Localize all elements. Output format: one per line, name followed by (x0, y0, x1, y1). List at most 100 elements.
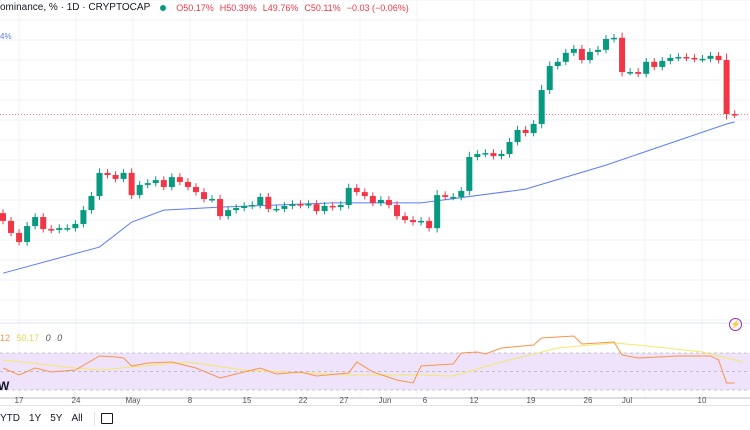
candle-body (112, 175, 119, 179)
candle-body (225, 210, 232, 217)
range-all-button[interactable]: All (71, 413, 83, 424)
candle-body (418, 220, 425, 223)
candle-body (241, 205, 248, 209)
candle-body (707, 55, 714, 59)
ohlc-low: L49.76% (262, 2, 299, 13)
candle-body (611, 37, 618, 40)
tradingview-watermark: W (0, 379, 10, 393)
candle-body (586, 51, 593, 61)
rsi-legend[interactable]: 12 50.17 0 0 (0, 333, 66, 343)
lightning-icon[interactable]: ⚡ (729, 318, 742, 331)
ohlc-change: −0.03 (−0.06%) (346, 2, 409, 13)
candle-body (402, 216, 408, 221)
candle-body (723, 60, 730, 115)
candle-body (152, 180, 159, 184)
date-label: 10 (697, 396, 707, 405)
candle-body (570, 48, 577, 53)
candle-body (176, 177, 183, 182)
candle-body (474, 153, 481, 157)
candle-body (699, 58, 706, 61)
date-label: 8 (187, 396, 193, 405)
candle-body (578, 48, 585, 61)
candle-body (506, 141, 513, 154)
candle-body (619, 37, 626, 73)
candle-body (675, 57, 682, 59)
rsi-extra-2: 0 (57, 333, 63, 343)
toolbar-divider (93, 411, 95, 426)
market-status-dot-icon (160, 4, 167, 11)
candle-body (80, 210, 87, 224)
candle-body (627, 72, 634, 74)
candle-body (24, 226, 31, 242)
date-label: 15 (242, 396, 252, 405)
candle-body (377, 199, 384, 203)
candle-body (96, 172, 103, 197)
ohlc-open: O50.17% (176, 2, 214, 13)
candle-body (554, 61, 561, 67)
symbol-title[interactable]: ominance, % · 1D · CRYPTOCAP (0, 2, 151, 13)
date-label: Jul (621, 396, 633, 405)
range-ytd-button[interactable]: YTD (0, 413, 20, 424)
price-chart[interactable] (0, 0, 750, 405)
candle-body (353, 187, 360, 193)
candle-body (184, 181, 191, 188)
date-label: May (125, 396, 141, 405)
candle-body (160, 180, 167, 188)
rsi-ma-line (2, 342, 743, 377)
candle-body (651, 61, 658, 67)
candle-body (257, 196, 264, 206)
candle-body (313, 204, 320, 212)
candle-body (522, 129, 529, 133)
candle-body (0, 213, 6, 221)
candle-body (209, 199, 216, 201)
candle-body (305, 204, 312, 206)
candle-body (168, 177, 175, 188)
candle-body (490, 153, 497, 157)
candle-body (683, 57, 690, 59)
candle-body (249, 205, 256, 207)
candle-body (289, 204, 296, 206)
candle-body (426, 220, 433, 229)
candle-body (466, 156, 473, 191)
range-5y-button[interactable]: 5Y (50, 413, 63, 424)
date-label: 22 (298, 396, 308, 405)
candle-body (88, 196, 95, 211)
candle-body (144, 183, 151, 185)
calendar-icon[interactable] (100, 413, 113, 424)
candle-body (104, 172, 111, 176)
date-label: Jun (378, 396, 392, 405)
candle-body (32, 217, 39, 227)
candle-body (361, 192, 368, 197)
candle-body (128, 172, 135, 196)
candle-body (201, 192, 207, 200)
ohlc-high: H50.39% (219, 2, 257, 13)
candle-body (434, 195, 441, 229)
candle-body (603, 39, 609, 50)
candle-body (442, 195, 449, 197)
candle-body (72, 223, 79, 229)
date-label: 24 (71, 396, 81, 405)
candle-body (217, 199, 224, 217)
range-1y-button[interactable]: 1Y (29, 413, 42, 424)
candle-body (337, 205, 344, 208)
candle-body (659, 60, 666, 67)
ohlc-close: C50.11% (304, 2, 341, 13)
candle-body (192, 187, 199, 193)
candle-body (40, 217, 47, 230)
candle-body (56, 228, 63, 230)
candle-body (530, 123, 537, 133)
candle-body (345, 187, 352, 206)
candle-body (667, 57, 674, 61)
moving-average-line (2, 121, 735, 274)
candle-body (120, 172, 127, 179)
candle-body (546, 66, 553, 91)
candle-body (393, 205, 400, 217)
candle-body (136, 184, 143, 196)
candle-body (8, 220, 15, 233)
candle-body (329, 205, 336, 208)
ma-legend[interactable]: 4% (0, 32, 12, 41)
candle-body (321, 205, 328, 212)
candle-body (16, 232, 23, 242)
candle-body (450, 196, 457, 199)
date-label: 19 (526, 396, 536, 405)
